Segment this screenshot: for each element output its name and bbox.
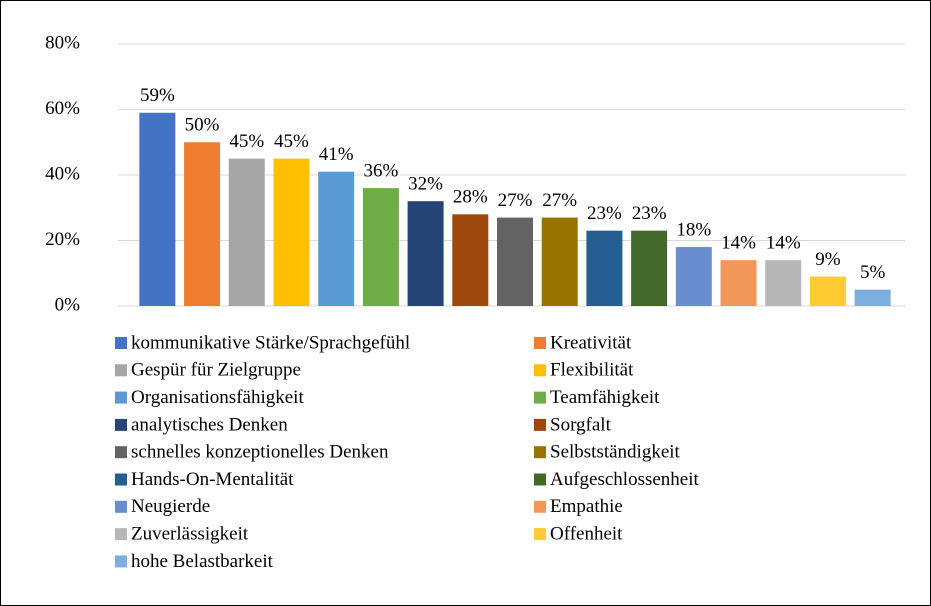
legend-swatch [115,418,127,431]
bar [586,230,623,306]
legend-label: kommunikative Stärke/Sprachgefühl [131,332,410,353]
data-label: 28% [453,187,488,208]
legend-swatch [115,337,127,349]
data-label: 27% [498,190,533,211]
legend-label: Aufgeschlossenheit [550,469,700,490]
bar [273,158,310,306]
y-tick-label: 20% [45,229,80,250]
legend-label: analytisches Denken [131,414,288,435]
legend-label: Offenheit [550,523,623,544]
data-label: 14% [721,233,756,254]
legend-swatch [534,500,546,513]
legend-swatch [115,528,127,541]
legend-label: Kreativität [550,332,632,353]
data-label: 27% [542,190,577,211]
legend-label: Sorgfalt [550,414,612,435]
legend-label: Gespür für Zielgruppe [131,360,301,381]
bar [407,201,444,306]
data-label: 32% [408,174,443,195]
legend-label: Organisationsfähigkeit [131,387,304,408]
bar [720,260,757,306]
data-label: 5% [860,262,886,283]
data-label: 9% [815,249,841,270]
bar [362,188,399,306]
bar [854,289,891,306]
bar [318,171,355,306]
legend-swatch [115,446,127,459]
data-label: 45% [274,131,309,152]
data-label: 23% [587,203,622,224]
y-tick-label: 0% [55,294,81,315]
legend-label: Empathie [550,496,623,517]
bar [452,214,489,306]
bar [631,230,668,306]
legend-swatch [534,391,546,404]
legend-swatch [534,528,546,541]
legend-label: Flexibilität [550,360,634,381]
legend-swatch [534,446,546,459]
data-label: 41% [319,144,354,165]
data-label: 45% [229,131,264,152]
legend-swatch [534,337,546,349]
legend-label: Hands-On-Mentalität [131,469,294,490]
legend-swatch [115,391,127,404]
y-tick-label: 60% [45,98,80,119]
legend-swatch [115,555,127,568]
bar [228,158,265,306]
data-label: 59% [140,85,175,106]
bar [184,142,221,306]
data-label: 18% [676,219,711,240]
bar [497,217,533,306]
legend-swatch [534,418,546,431]
legend-swatch [115,364,127,377]
legend-swatch [115,500,127,513]
legend-label: Neugierde [131,496,210,517]
data-label: 36% [363,160,398,181]
y-tick-label: 80% [45,32,80,53]
bar [809,276,846,306]
legend-label: schnelles konzeptionelles Denken [131,442,389,463]
data-label: 50% [185,115,220,136]
data-label: 14% [766,233,801,254]
bar [765,260,802,306]
legend-swatch [534,364,546,377]
legend-swatch [115,473,127,486]
legend-label: Teamfähigkeit [550,387,660,408]
legend-label: Zuverlässigkeit [131,523,249,544]
legend-label: Selbstständigkeit [550,442,681,463]
legend-swatch [534,473,546,486]
bar [675,247,712,306]
bar [541,217,578,306]
bar [139,112,176,307]
y-tick-label: 40% [45,163,80,184]
legend-label: hohe Belastbarkeit [131,551,274,572]
data-label: 23% [632,203,667,224]
